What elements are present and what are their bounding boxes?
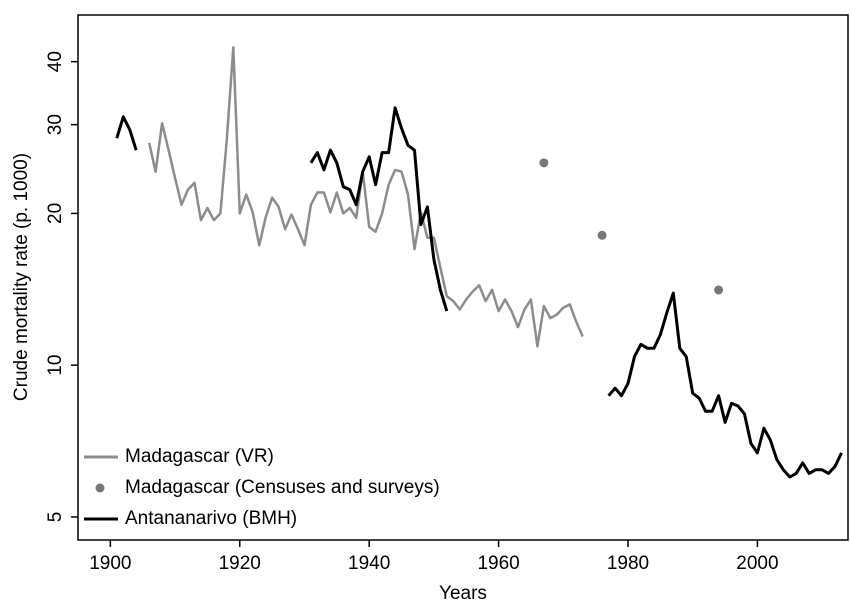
y-tick-label: 20 bbox=[45, 203, 66, 224]
data-point bbox=[714, 285, 724, 295]
x-tick-label: 1920 bbox=[219, 553, 261, 574]
data-point bbox=[539, 158, 549, 168]
x-tick-label: 1900 bbox=[89, 553, 131, 574]
legend-label: Madagascar (VR) bbox=[125, 446, 274, 467]
y-tick-label: 40 bbox=[45, 51, 66, 72]
x-axis-label: Years bbox=[439, 583, 487, 604]
y-tick-label: 30 bbox=[45, 114, 66, 135]
y-axis-label: Crude mortality rate (p. 1000) bbox=[11, 153, 32, 401]
plot-frame bbox=[77, 14, 849, 541]
x-tick-label: 1960 bbox=[477, 553, 519, 574]
x-tick-label: 1980 bbox=[607, 553, 649, 574]
x-tick-label: 1940 bbox=[348, 553, 390, 574]
series-line bbox=[147, 46, 584, 348]
y-tick-label: 10 bbox=[45, 355, 66, 376]
data-point bbox=[597, 230, 607, 240]
x-tick-label: 2000 bbox=[736, 553, 778, 574]
y-tick-label: 5 bbox=[45, 512, 66, 523]
legend-symbol bbox=[95, 483, 105, 493]
series-line bbox=[115, 106, 843, 479]
legend-label: Antananarivo (BMH) bbox=[125, 508, 297, 529]
legend-label: Madagascar (Censuses and surveys) bbox=[125, 477, 440, 498]
